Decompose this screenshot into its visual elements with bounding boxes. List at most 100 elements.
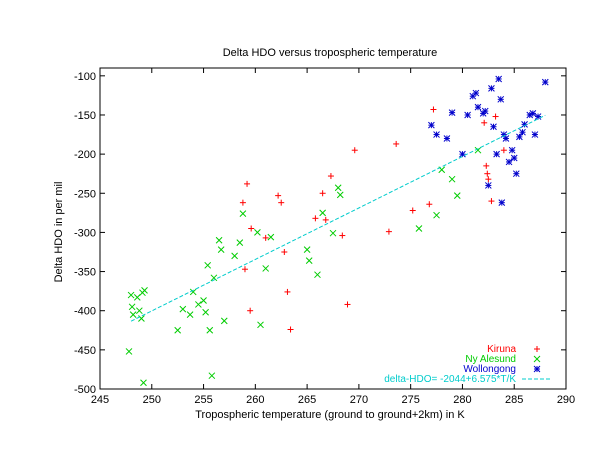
y-tick-label: -300 xyxy=(74,227,96,239)
point-wollongong xyxy=(443,135,451,142)
point-ny-alesund xyxy=(174,326,182,334)
x-tick-label: 245 xyxy=(91,394,109,406)
y-tick-label: -100 xyxy=(74,71,96,83)
point-ny-alesund xyxy=(186,311,194,318)
point-ny-alesund xyxy=(453,192,461,199)
point-wollongong xyxy=(512,170,520,178)
point-ny-alesund xyxy=(195,301,202,308)
x-tick-label: 250 xyxy=(143,394,161,406)
fit-line xyxy=(130,114,546,322)
legend-label: Wollongong xyxy=(463,364,516,375)
point-kiruna xyxy=(500,147,507,154)
point-wollongong xyxy=(464,111,471,119)
point-ny-alesund xyxy=(200,297,207,304)
point-kiruna xyxy=(319,190,326,197)
point-kiruna xyxy=(322,216,329,223)
data-points xyxy=(125,75,549,387)
point-ny-alesund xyxy=(208,372,216,380)
point-wollongong xyxy=(481,107,489,115)
x-tick-label: 270 xyxy=(350,394,368,406)
point-ny-alesund xyxy=(179,305,187,313)
fit-line-group xyxy=(130,114,546,322)
point-kiruna xyxy=(239,199,246,206)
point-wollongong xyxy=(448,109,456,116)
point-wollongong xyxy=(490,123,497,131)
point-kiruna xyxy=(339,232,346,239)
point-ny-alesund xyxy=(319,209,326,217)
point-kiruna xyxy=(484,170,491,177)
point-kiruna xyxy=(284,288,291,295)
point-ny-alesund xyxy=(239,210,247,217)
x-tick-label: 285 xyxy=(505,394,523,406)
point-wollongong xyxy=(541,78,549,86)
point-wollongong xyxy=(510,154,518,162)
point-ny-alesund xyxy=(140,379,147,387)
point-ny-alesund xyxy=(254,229,261,236)
point-kiruna xyxy=(278,199,285,206)
legend-swatch xyxy=(533,355,541,363)
point-kiruna xyxy=(281,248,288,255)
x-axis-label: Tropospheric temperature (ground to grou… xyxy=(195,409,465,421)
point-ny-alesund xyxy=(329,229,337,237)
point-ny-alesund xyxy=(217,246,225,253)
legend-label: Kiruna xyxy=(487,344,516,355)
point-kiruna xyxy=(247,307,254,314)
point-ny-alesund xyxy=(267,233,275,241)
point-ny-alesund xyxy=(127,291,135,299)
x-tick-label: 290 xyxy=(557,394,575,406)
point-ny-alesund xyxy=(433,211,440,219)
point-kiruna xyxy=(488,198,495,205)
y-tick-label: -150 xyxy=(74,110,96,122)
point-ny-alesund xyxy=(262,265,270,272)
point-ny-alesund xyxy=(305,257,313,264)
point-kiruna xyxy=(344,301,351,308)
legend-label: Ny Alesund xyxy=(465,354,516,365)
point-kiruna xyxy=(481,119,488,126)
point-ny-alesund xyxy=(125,348,133,355)
y-axis-label: Delta HDO in per mil xyxy=(53,182,65,283)
point-ny-alesund xyxy=(415,225,423,232)
point-ny-alesund xyxy=(129,311,137,318)
point-kiruna xyxy=(485,176,492,183)
x-tick-label: 255 xyxy=(194,394,212,406)
point-kiruna xyxy=(426,201,433,208)
point-ny-alesund xyxy=(257,321,264,329)
point-wollongong xyxy=(488,85,495,92)
point-ny-alesund xyxy=(128,303,136,311)
point-kiruna xyxy=(312,215,319,222)
point-wollongong xyxy=(516,133,523,141)
point-kiruna xyxy=(492,113,499,120)
y-tick-label: -350 xyxy=(74,267,96,279)
point-kiruna xyxy=(483,162,490,169)
point-wollongong xyxy=(493,150,500,158)
y-tick-label: -450 xyxy=(74,345,96,357)
chart-title: Delta HDO versus tropospheric temperatur… xyxy=(223,47,438,59)
axis-ticks: 245 250 255 260 265 270 275 280 285 290 -500 -450 -4… xyxy=(74,68,575,406)
point-kiruna xyxy=(385,228,392,235)
point-wollongong xyxy=(428,121,435,129)
point-ny-alesund xyxy=(236,239,244,246)
point-wollongong xyxy=(531,131,539,138)
point-ny-alesund xyxy=(314,271,321,279)
point-ny-alesund xyxy=(215,236,223,244)
point-wollongong xyxy=(474,103,482,111)
point-kiruna xyxy=(241,266,248,273)
point-ny-alesund xyxy=(334,184,342,192)
point-kiruna xyxy=(275,192,282,199)
x-tick-label: 275 xyxy=(401,394,419,406)
point-wollongong xyxy=(495,75,503,83)
x-tick-label: 280 xyxy=(453,394,471,406)
point-ny-alesund xyxy=(231,252,238,260)
point-wollongong xyxy=(508,146,516,154)
point-ny-alesund xyxy=(204,261,212,269)
point-wollongong xyxy=(519,128,526,136)
point-ny-alesund xyxy=(220,317,228,325)
y-tick-label: -500 xyxy=(74,384,96,396)
point-wollongong xyxy=(472,89,480,97)
point-kiruna xyxy=(262,234,269,241)
legend-swatch xyxy=(534,346,540,352)
point-kiruna xyxy=(287,326,294,333)
point-kiruna xyxy=(327,173,334,180)
